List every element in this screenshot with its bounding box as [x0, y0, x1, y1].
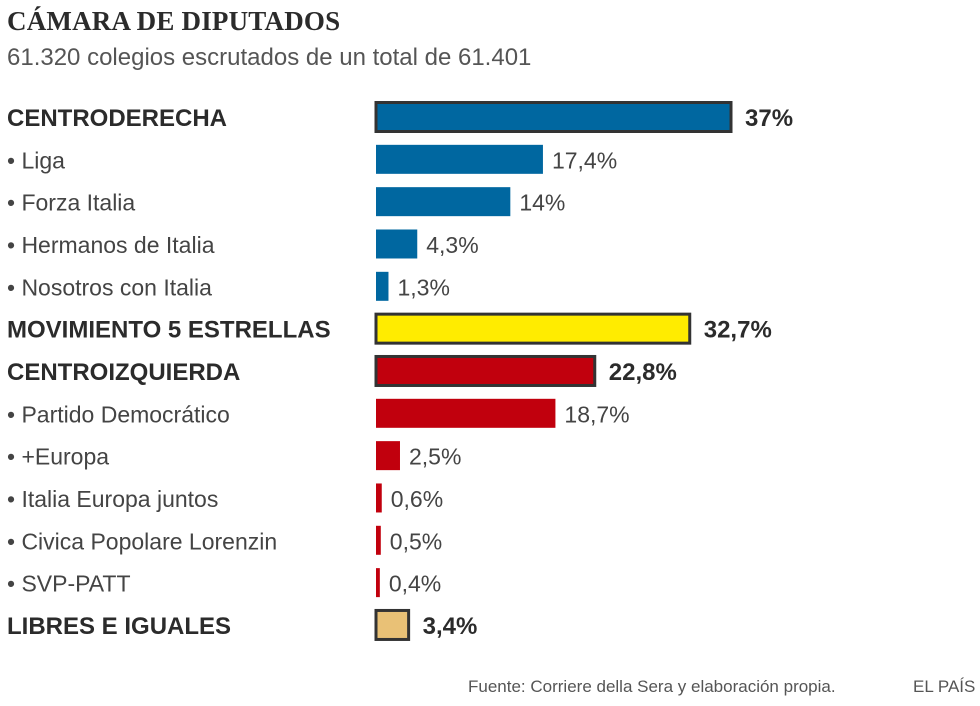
chart-subtitle: 61.320 colegios escrutados de un total d…	[7, 44, 532, 71]
value-label-nosotros-con-italia: 1,3%	[397, 274, 449, 300]
bar-nosotros-con-italia	[376, 271, 389, 301]
bar-civica-popolare-lorenzin	[376, 525, 381, 555]
chart-title: CÁMARA DE DIPUTADOS	[7, 6, 341, 36]
value-label-libres-e-iguales: 3,4%	[423, 613, 478, 640]
bar-chart: CENTRODERECHA 37% • Liga 17,4% • Forza Itali…	[7, 101, 793, 641]
bar-forza-italia	[376, 187, 511, 217]
bar-italia-europa-juntos	[376, 483, 382, 513]
bar-libres-e-iguales	[374, 608, 411, 641]
bar-partido-democr-tico	[376, 398, 556, 428]
brand-logo: EL PAÍS	[913, 677, 976, 696]
category-label-europa: • +Europa	[7, 444, 109, 470]
category-label-movimiento-5-estrellas: MOVIMIENTO 5 ESTRELLAS	[7, 317, 331, 344]
value-label-forza-italia: 14%	[519, 190, 565, 216]
value-label-liga: 17,4%	[552, 147, 617, 173]
category-label-svp-patt: • SVP-PATT	[7, 571, 131, 597]
category-label-italia-europa-juntos: • Italia Europa juntos	[7, 486, 218, 512]
category-label-centroizquierda: CENTROIZQUIERDA	[7, 359, 240, 386]
category-label-hermanos-de-italia: • Hermanos de Italia	[7, 232, 215, 258]
bar-movimiento-5-estrellas	[374, 312, 692, 345]
category-label-centroderecha: CENTRODERECHA	[7, 105, 227, 132]
bar-centroizquierda	[374, 354, 597, 387]
bar-centroderecha	[374, 101, 733, 133]
value-label-svp-patt: 0,4%	[389, 571, 441, 597]
bar-svp-patt	[376, 568, 380, 598]
source-note: Fuente: Corriere della Sera y elaboració…	[468, 677, 836, 696]
value-label-centroizquierda: 22,8%	[609, 359, 677, 386]
value-label-civica-popolare-lorenzin: 0,5%	[390, 528, 442, 554]
value-label-europa: 2,5%	[409, 444, 461, 470]
value-label-partido-democr-tico: 18,7%	[564, 401, 629, 427]
value-label-centroderecha: 37%	[745, 105, 793, 132]
value-label-hermanos-de-italia: 4,3%	[426, 232, 478, 258]
bar-hermanos-de-italia	[376, 229, 418, 259]
category-label-liga: • Liga	[7, 147, 65, 173]
category-label-nosotros-con-italia: • Nosotros con Italia	[7, 274, 212, 300]
bar-liga	[376, 144, 543, 174]
value-label-movimiento-5-estrellas: 32,7%	[704, 317, 772, 344]
category-label-partido-democr-tico: • Partido Democrático	[7, 401, 230, 427]
value-label-italia-europa-juntos: 0,6%	[391, 486, 443, 512]
category-label-civica-popolare-lorenzin: • Civica Popolare Lorenzin	[7, 528, 277, 554]
category-label-libres-e-iguales: LIBRES E IGUALES	[7, 613, 231, 640]
category-label-forza-italia: • Forza Italia	[7, 190, 135, 216]
bar-europa	[376, 441, 400, 471]
